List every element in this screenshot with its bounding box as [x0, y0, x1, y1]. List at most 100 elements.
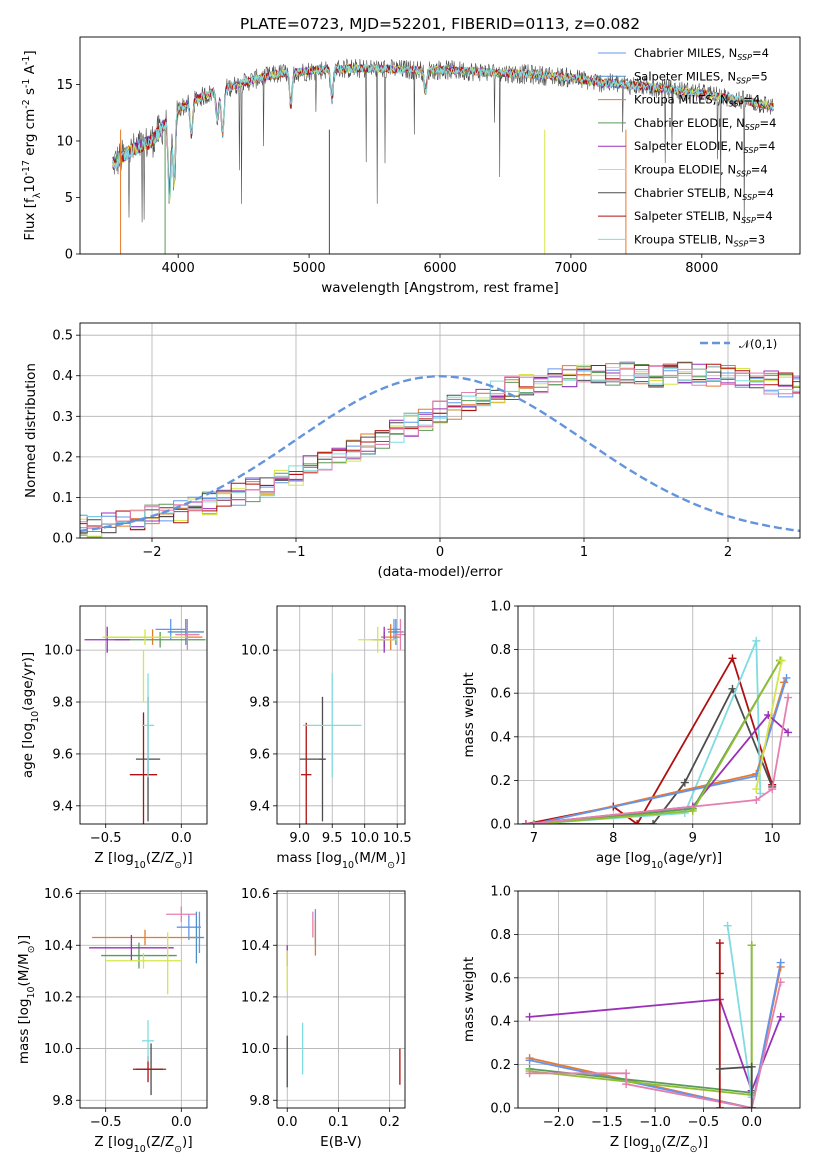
- x-tick-label: 1: [580, 545, 588, 560]
- weight-marker: [622, 1080, 631, 1089]
- y-tick-label: 0.8: [490, 928, 511, 943]
- data-point: [301, 722, 312, 824]
- weight-marker: [776, 978, 785, 987]
- y-tick-label: 10.4: [44, 939, 73, 954]
- weight-line: [525, 697, 789, 824]
- data-point: [387, 618, 401, 640]
- x-tick-label: 0.0: [741, 1115, 762, 1130]
- legend-label: Salpeter ELODIE, NSSP=4: [634, 139, 775, 155]
- y-tick-label: 9.6: [52, 747, 73, 762]
- x-tick-label: 8000: [685, 261, 718, 276]
- weight-marker: [784, 728, 793, 737]
- y-tick-label: 0.2: [490, 774, 511, 789]
- y-tick-label: 10.2: [44, 990, 73, 1005]
- errorbars: [286, 909, 401, 1088]
- weight-marker: [633, 820, 642, 824]
- weight-marker: [521, 820, 530, 824]
- plot-mass_weight_vs_Z: −2.0 −1.5 −1.0 −0.5 0.0 0.0 0.2 0.4 0.6 0.8 1.0 Z […: [461, 885, 801, 1155]
- weight-series: [521, 693, 793, 824]
- weight-marker: [784, 693, 793, 702]
- y-tick-label: 0.4: [490, 1015, 511, 1030]
- x-tick-label: 8: [609, 831, 617, 846]
- y-tick-label: 5: [65, 191, 73, 206]
- weight-marker: [529, 820, 538, 824]
- weight-marker: [747, 1062, 756, 1071]
- y-tick-label: 0.6: [490, 971, 511, 986]
- x-tick-label: −2.0: [543, 1115, 575, 1130]
- x-axis-label: Z [log10​(Z/Z⊙​)]: [610, 1134, 708, 1155]
- weight-marker: [752, 796, 761, 805]
- errorbars: [299, 618, 405, 824]
- weight-marker: [715, 1064, 724, 1073]
- weight-marker: [622, 1069, 631, 1078]
- histogram-series: [80, 361, 800, 535]
- y-tick-label: 0.8: [490, 643, 511, 658]
- y-tick-label: 0.5: [52, 329, 73, 344]
- spectrum-lines: [112, 58, 774, 254]
- y-tick-label: 0: [65, 248, 73, 263]
- y-tick-label: 0.6: [490, 687, 511, 702]
- y-tick-label: 0.2: [490, 1058, 511, 1073]
- weight-marker: [752, 636, 761, 645]
- plot-mass_vs_Z: −0.5 0.0 9.8 10.0 10.2 10.4 10.6 Z [log10​(Z/Z⊙…: [16, 887, 208, 1155]
- data-point: [129, 712, 158, 824]
- x-tick-label: 0.0: [171, 831, 192, 846]
- weight-marker: [776, 1012, 785, 1021]
- axes-frame: [517, 605, 801, 825]
- histogram-series: [80, 365, 800, 529]
- weight-marker: [776, 958, 785, 967]
- data-point: [84, 626, 130, 653]
- y-tick-label: 9.8: [52, 696, 73, 711]
- weight-marker: [747, 941, 756, 950]
- data-point: [166, 906, 197, 922]
- legend-label: 𝒩(0,1): [739, 337, 777, 351]
- data-point: [175, 618, 200, 651]
- x-tick-label: −1.5: [591, 1115, 623, 1130]
- x-axis-label: Z [log10​(Z/Z⊙​)]: [94, 1134, 192, 1155]
- x-tick-label: 9.5: [322, 831, 343, 846]
- y-tick-label: 0.0: [490, 1102, 511, 1117]
- x-tick-label: −0.5: [90, 1115, 122, 1130]
- plot-age_vs_mass: 9.0 9.5 10.0 10.5 9.4 9.6 9.8 10.0 mass [log10​(…: [241, 605, 412, 871]
- y-tick-label: 10.6: [44, 887, 73, 902]
- x-tick-label: 7000: [554, 261, 587, 276]
- legend-label: Kroupa STELIB, NSSP=3: [634, 232, 765, 248]
- y-axis-label: Normed distribution: [23, 363, 39, 498]
- x-tick-label: 10: [764, 831, 781, 846]
- weight-marker: [680, 809, 689, 818]
- y-tick-label: 10.6: [241, 887, 270, 902]
- x-tick-label: 10.5: [383, 831, 412, 846]
- weight-marker: [680, 778, 689, 787]
- legend-label: Chabrier STELIB, NSSP=4: [634, 186, 774, 202]
- errorbars: [89, 906, 204, 1096]
- x-tick-label: 9.0: [289, 831, 310, 846]
- y-tick-label: 0.3: [52, 410, 73, 425]
- weight-line: [529, 998, 782, 1094]
- data-point: [101, 942, 177, 969]
- weight-series: [715, 939, 724, 1108]
- y-tick-label: 9.8: [249, 1094, 270, 1109]
- x-tick-label: 9: [689, 831, 697, 846]
- x-tick-label: 6000: [423, 261, 456, 276]
- x-tick-label: −1: [286, 545, 305, 560]
- y-tick-label: 1.0: [490, 885, 511, 900]
- spectrum-series: [112, 63, 774, 204]
- y-tick-label: 0.4: [490, 730, 511, 745]
- weight-marker: [525, 1012, 534, 1021]
- legend-label: Kroupa ELODIE, NSSP=4: [634, 163, 768, 179]
- y-tick-label: 0.1: [52, 491, 73, 506]
- x-tick-label: 0: [436, 545, 444, 560]
- weight-series: [752, 656, 786, 794]
- weight-marker: [723, 921, 732, 930]
- y-axis-label: mass weight: [461, 957, 477, 1042]
- errorbars: [84, 618, 206, 824]
- axes-frame: [276, 605, 406, 825]
- axes-frame: [517, 890, 801, 1109]
- x-tick-label: 0.0: [277, 1115, 298, 1130]
- x-axis-label: E(B-V): [320, 1134, 362, 1150]
- weight-marker: [525, 1069, 534, 1078]
- weight-marker: [756, 789, 765, 798]
- weight-lines: [525, 921, 785, 1108]
- data-point: [302, 673, 362, 778]
- y-tick-label: 9.4: [52, 799, 73, 814]
